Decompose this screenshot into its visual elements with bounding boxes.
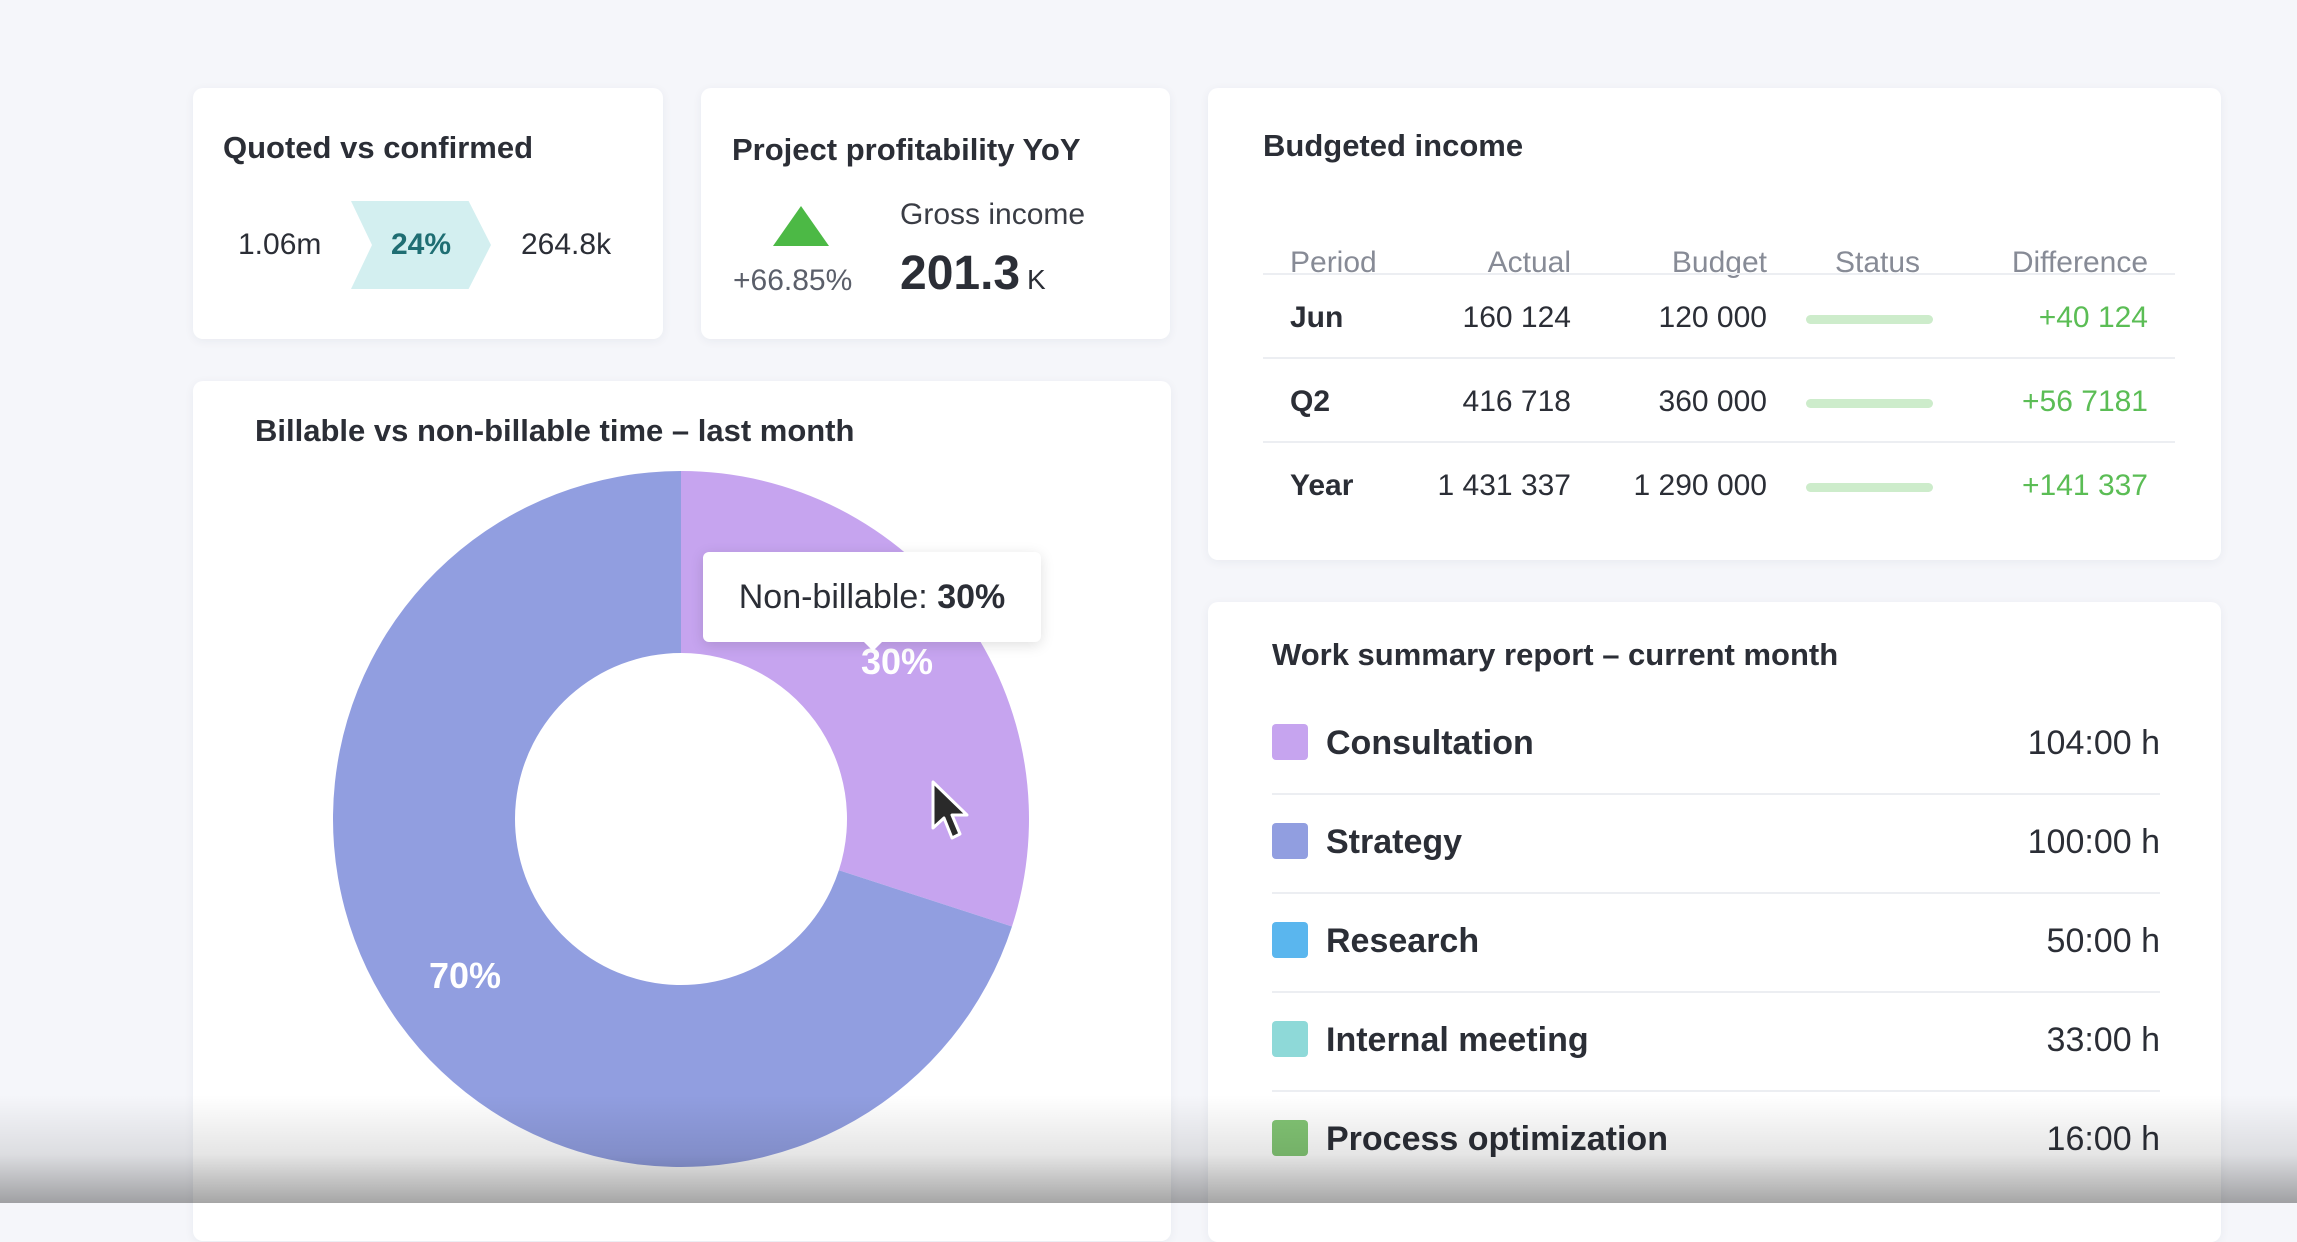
period-cell: Jun [1290,301,1344,334]
chart-title: Billable vs non-billable time – last mon… [255,413,855,448]
profitability-change: +66.85% [733,264,853,297]
difference-cell: +141 337 [2022,469,2148,502]
tooltip-arrow [863,641,883,651]
activity-label: Research [1326,922,1480,960]
tooltip-value: 30% [937,578,1006,616]
table-row: Q2 416 718 360 000 +56 7181 [1263,357,2175,443]
activity-label: Process optimization [1326,1120,1668,1158]
tooltip-label: Non-billable: [738,578,928,616]
billable-chart-card: Billable vs non-billable time – last mon… [193,381,1171,1241]
activity-label: Consultation [1326,724,1534,762]
activity-label: Internal meeting [1326,1021,1589,1059]
activity-label: Strategy [1326,823,1463,861]
gross-income-unit: K [1027,264,1046,295]
profitability-card-title: Project profitability YoY [732,132,1081,167]
slice-label: 70% [429,955,501,996]
list-item: Research 50:00 h [1272,892,2160,993]
activity-hours: 104:00 h [2027,724,2160,762]
list-item: Consultation 104:00 h [1272,694,2160,795]
slice-billable[interactable] [333,471,1012,1167]
activity-hours: 16:00 h [2046,1120,2160,1158]
color-swatch [1272,724,1308,760]
difference-cell: +56 7181 [2022,385,2148,418]
list-item: Strategy 100:00 h [1272,793,2160,894]
table-row: Jun 160 124 120 000 +40 124 [1263,273,2175,359]
activity-hours: 100:00 h [2027,823,2160,861]
quoted-vs-confirmed-card: Quoted vs confirmed 1.06m 24% 264.8k [193,88,663,339]
budget-cell: 1 290 000 [1633,469,1767,502]
period-cell: Year [1290,469,1354,502]
actual-cell: 160 124 [1462,301,1571,334]
list-item: Internal meeting 33:00 h [1272,991,2160,1092]
chart-tooltip: Non-billable: 30% [703,552,1041,642]
color-swatch [1272,922,1308,958]
budget-cell: 360 000 [1658,385,1767,418]
list-item: Process optimization 16:00 h [1272,1090,2160,1189]
actual-cell: 1 431 337 [1437,469,1571,502]
budget-cell: 120 000 [1658,301,1767,334]
donut-chart: 30% 70% [333,471,1029,1167]
conversion-chevron [351,201,491,289]
period-cell: Q2 [1290,385,1331,418]
activity-hours: 33:00 h [2046,1021,2160,1059]
quoted-value: 1.06m [238,228,322,261]
color-swatch [1272,1021,1308,1057]
difference-cell: +40 124 [2038,301,2148,334]
budgeted-income-card: Budgeted income Period Actual Budget Sta… [1208,88,2221,560]
mouse-cursor-icon [931,780,969,840]
triangle-up-icon [773,206,829,246]
work-card-title: Work summary report – current month [1272,637,1839,672]
color-swatch [1272,823,1308,859]
gross-income-value: 201.3 [900,247,1021,300]
confirmed-value: 264.8k [521,228,612,261]
actual-cell: 416 718 [1462,385,1571,418]
conversion-percent: 24% [390,228,452,261]
gross-income-label: Gross income [900,198,1086,231]
activity-hours: 50:00 h [2046,922,2160,960]
slice-non-billable[interactable] [681,471,1029,927]
table-row: Year 1 431 337 1 290 000 +141 337 [1263,441,2175,527]
color-swatch [1272,1120,1308,1156]
profitability-card: Project profitability YoY +66.85% Gross … [701,88,1170,339]
work-summary-card: Work summary report – current month Cons… [1208,602,2221,1242]
quoted-card-title: Quoted vs confirmed [223,130,534,165]
budget-card-title: Budgeted income [1263,128,1524,163]
